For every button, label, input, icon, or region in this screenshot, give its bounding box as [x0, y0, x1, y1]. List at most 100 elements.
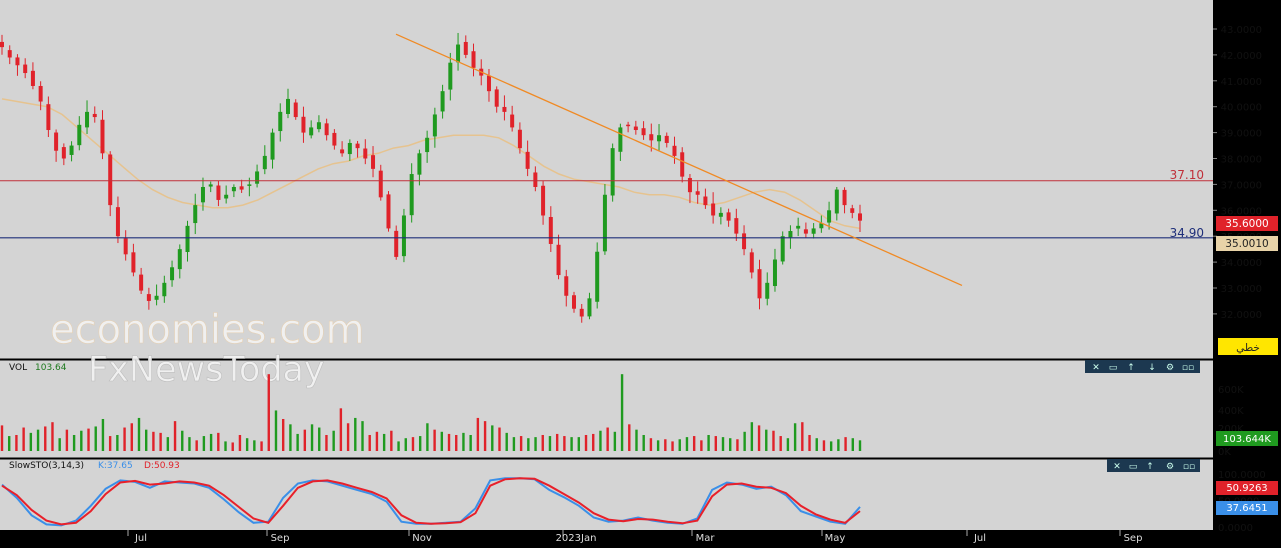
volume-bar [238, 434, 242, 451]
candle-body [185, 225, 190, 253]
price-tick-label: 43.0000 [1221, 25, 1262, 36]
candle-body [224, 194, 229, 199]
volume-bar [505, 432, 508, 451]
volume-bar [498, 427, 501, 451]
volume-bar [577, 437, 581, 451]
candle-body [0, 41, 4, 48]
volume-bar [375, 431, 379, 451]
volume-bar [65, 429, 69, 451]
move-up-icon[interactable]: ↑ [1127, 363, 1135, 373]
horizontal-levels[interactable] [0, 180, 1213, 239]
volume-bar [354, 417, 357, 451]
volume-bar [801, 422, 804, 451]
close-icon[interactable]: ✕ [1092, 363, 1100, 373]
volume-bar [231, 442, 234, 451]
maximize-icon[interactable]: ▭ [1129, 462, 1138, 472]
volume-bar [519, 436, 523, 451]
candle-body [440, 91, 445, 112]
candle-body [378, 170, 383, 198]
volume-bar [36, 429, 40, 451]
candle-body [471, 51, 476, 68]
candle-body [417, 153, 422, 175]
candle-body [541, 185, 546, 216]
maximize-icon[interactable]: ▭ [1109, 363, 1118, 373]
watermark-economies: economies.com [50, 307, 365, 353]
volume-bar [462, 432, 465, 451]
settings-icon[interactable]: ⚙ [1166, 462, 1174, 472]
descending-trendline[interactable] [395, 33, 963, 287]
settings-icon[interactable]: ⚙ [1166, 363, 1174, 373]
chart-type-tag[interactable]: خطي [1236, 342, 1260, 354]
candle-body [54, 132, 59, 151]
candle-body [726, 212, 731, 221]
volume-bar [786, 438, 790, 451]
time-tick-label: 2023Jan [556, 533, 597, 544]
chart-type-tag-box[interactable] [1218, 338, 1278, 355]
candle-body [548, 216, 553, 244]
volume-bar [635, 429, 638, 451]
candle-body [803, 229, 808, 234]
volume-bar [152, 431, 155, 451]
volume-bar [476, 417, 480, 451]
candle-body [432, 114, 437, 137]
volume-bar [664, 439, 667, 451]
close-icon[interactable]: ✕ [1113, 462, 1121, 472]
volume-bar [382, 433, 386, 451]
volume-bar [108, 436, 112, 451]
candlestick-series[interactable] [0, 32, 862, 323]
volume-value: 103.64 [35, 363, 67, 373]
candle-body [711, 203, 716, 216]
candle-body [371, 155, 376, 169]
move-up-icon[interactable]: ↑ [1146, 462, 1154, 472]
volume-bar [707, 434, 710, 451]
candle-body [579, 308, 584, 317]
stoch-k-value: K:37.65 [98, 461, 133, 471]
volume-bar [397, 441, 400, 451]
trendline-segment[interactable] [395, 33, 963, 287]
volume-bar [743, 431, 746, 451]
volume-bar [700, 440, 703, 451]
volume-bar [217, 432, 220, 451]
candle-body [7, 50, 12, 58]
volume-bar [793, 423, 797, 451]
volume-bar [534, 437, 537, 451]
candle-body [108, 154, 113, 206]
candle-body [69, 145, 74, 155]
volume-bar [72, 434, 76, 451]
candle-body [401, 215, 406, 257]
candle-body [46, 104, 51, 131]
candle-body [757, 269, 762, 299]
volume-bar [692, 436, 696, 451]
more-icon[interactable]: ▫▫ [1183, 462, 1195, 472]
candle-body [827, 210, 832, 223]
volume-bar [440, 431, 444, 451]
candle-body [486, 75, 491, 92]
volume-bar [491, 425, 494, 451]
volume-bar [555, 433, 559, 451]
volume-bar [101, 418, 105, 451]
more-icon[interactable]: ▫▫ [1182, 363, 1194, 373]
plot-background [0, 0, 1213, 548]
candle-body [146, 294, 151, 301]
volume-bar [390, 430, 393, 451]
volume-bar [433, 429, 436, 451]
volume-pane-toolbar[interactable]: ✕ ▭ ↑ ↓ ⚙ ▫▫ [1085, 360, 1200, 373]
volume-bar [729, 438, 732, 451]
candle-body [463, 41, 468, 55]
volume-bar [649, 438, 653, 451]
volume-bar [411, 437, 415, 451]
ma-price-tag: 35.0010 [1225, 238, 1268, 250]
volume-bar [274, 410, 278, 451]
volume-bar [281, 418, 285, 451]
candle-body [154, 295, 159, 300]
volume-bar [202, 436, 206, 451]
volume-bar [455, 434, 458, 451]
candle-body [749, 252, 754, 273]
move-down-icon[interactable]: ↓ [1148, 363, 1156, 373]
stoch-pane-toolbar[interactable]: ✕ ▭ ↑ ⚙ ▫▫ [1107, 459, 1200, 472]
candle-body [301, 116, 306, 133]
volume-bar [548, 436, 552, 451]
volume-bar [685, 437, 689, 451]
volume-bar [361, 421, 364, 451]
